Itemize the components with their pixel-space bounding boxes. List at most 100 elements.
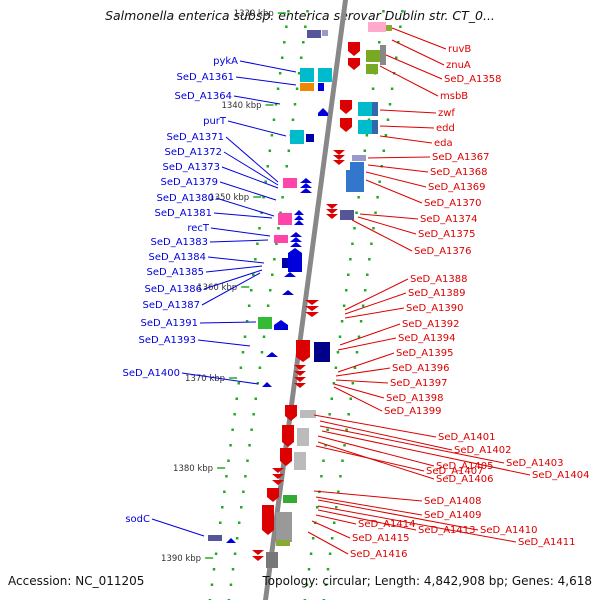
track-dot bbox=[339, 475, 342, 478]
track-dot bbox=[258, 227, 261, 230]
track-dot bbox=[299, 56, 303, 59]
track-dot bbox=[285, 25, 288, 28]
track-dot bbox=[378, 41, 381, 44]
track-dot bbox=[244, 475, 247, 478]
leader-line bbox=[385, 54, 443, 80]
leader-line bbox=[225, 136, 279, 183]
track-dot bbox=[355, 211, 358, 214]
gene-label-left: SeD_A1391 bbox=[141, 318, 199, 329]
gene-label-right: SeD_A1375 bbox=[418, 229, 476, 240]
gene-arrow-reverse bbox=[333, 160, 345, 165]
leader-line bbox=[313, 414, 437, 438]
kbp-label: 1340 kbp bbox=[221, 101, 261, 111]
gene-arrow-reverse bbox=[294, 371, 306, 376]
track-dot bbox=[388, 103, 392, 106]
leader-line bbox=[344, 307, 405, 319]
gene-arrow-forward bbox=[300, 183, 312, 188]
leader-line bbox=[221, 166, 279, 189]
leader-line bbox=[315, 514, 357, 525]
track-dot bbox=[266, 165, 269, 168]
leader-line bbox=[205, 265, 263, 273]
gene-label-left: SeD_A1400 bbox=[123, 368, 181, 379]
gene-block bbox=[372, 102, 378, 116]
gene-block bbox=[282, 258, 288, 268]
leader-line bbox=[365, 179, 423, 204]
track-dot bbox=[382, 10, 385, 13]
gene-arrow-reverse bbox=[294, 377, 306, 382]
track-dot bbox=[239, 366, 243, 369]
gene-arrow-reverse bbox=[272, 474, 284, 479]
track-dot bbox=[370, 242, 373, 245]
gene-label-right: SeD_A1394 bbox=[398, 333, 456, 344]
track-dot bbox=[330, 397, 333, 400]
kbp-label: 1390 kbp bbox=[161, 554, 201, 564]
gene-arrow-forward bbox=[294, 215, 304, 220]
leader-line bbox=[315, 445, 425, 472]
track-dot bbox=[337, 490, 340, 493]
track-dot bbox=[274, 103, 278, 106]
track-dot bbox=[260, 211, 263, 214]
gene-label-left: SeD_A1384 bbox=[149, 252, 207, 263]
leader-line bbox=[391, 39, 445, 66]
gene-block bbox=[346, 170, 364, 192]
gene-arrow-forward bbox=[290, 237, 302, 242]
gene-block bbox=[358, 102, 372, 116]
gene-label-right: SeD_A1414 bbox=[358, 519, 416, 530]
track-dot bbox=[262, 196, 265, 199]
track-dot bbox=[326, 568, 330, 571]
track-dot bbox=[212, 568, 216, 571]
track-dot bbox=[256, 382, 260, 385]
track-dot bbox=[258, 366, 262, 369]
track-dot bbox=[397, 41, 400, 44]
track-dot bbox=[324, 444, 327, 447]
kbp-ticks: 1330 kbp 1340 kbp 1350 kbp 1360 kbp 1370 kbp… bbox=[161, 9, 286, 564]
gene-arrow-reverse bbox=[296, 340, 310, 362]
gene-arrow-forward bbox=[262, 382, 272, 387]
track-dot bbox=[277, 227, 280, 230]
leader-line bbox=[357, 216, 417, 235]
track-dot bbox=[366, 273, 369, 276]
track-dot bbox=[254, 397, 257, 400]
track-dot bbox=[248, 444, 251, 447]
gene-arrow-forward bbox=[274, 320, 288, 330]
gene-label-right: SeD_A1399 bbox=[384, 406, 442, 417]
gene-label-right: SeD_A1407 bbox=[426, 466, 484, 477]
leader-line bbox=[379, 125, 435, 129]
track-dot bbox=[242, 490, 245, 493]
track-dot bbox=[330, 537, 334, 540]
gene-arrow-reverse bbox=[280, 448, 292, 466]
track-dot bbox=[280, 56, 284, 59]
track-dot bbox=[386, 118, 390, 121]
leader-line bbox=[351, 219, 413, 252]
gene-block bbox=[340, 210, 354, 220]
gene-label-right: SeD_A1405 bbox=[436, 461, 494, 472]
track-dot bbox=[221, 506, 224, 509]
gene-label-right: SeD_A1358 bbox=[444, 74, 502, 85]
track-dot bbox=[225, 475, 228, 478]
track-dot bbox=[340, 320, 344, 323]
gene-arrow-reverse bbox=[340, 100, 352, 114]
track-dot bbox=[357, 335, 361, 338]
track-dot bbox=[273, 258, 276, 261]
track-dot bbox=[229, 583, 233, 586]
gene-label-left: SeD_A1386 bbox=[145, 284, 203, 295]
track-dot bbox=[384, 134, 388, 137]
leader-line bbox=[210, 227, 271, 237]
leader-line bbox=[315, 496, 423, 516]
track-dot bbox=[382, 149, 386, 152]
leader-line bbox=[317, 435, 435, 467]
track-dot bbox=[243, 335, 247, 338]
gene-label-left: sodC bbox=[125, 514, 150, 525]
track-dot bbox=[231, 428, 234, 431]
leader-line bbox=[391, 27, 447, 50]
gene-block bbox=[300, 83, 314, 91]
track-dot bbox=[349, 397, 352, 400]
gene-label-left: SeD_A1379 bbox=[161, 177, 219, 188]
track-dot bbox=[401, 10, 404, 13]
gene-label-right: SeD_A1398 bbox=[386, 393, 444, 404]
leader-line bbox=[367, 156, 431, 159]
gene-label-left: SeD_A1380 bbox=[157, 193, 215, 204]
gene-label-right: SeD_A1409 bbox=[424, 510, 482, 521]
gene-label-right: SeD_A1367 bbox=[432, 152, 490, 163]
gene-arrow-reverse bbox=[282, 425, 294, 447]
